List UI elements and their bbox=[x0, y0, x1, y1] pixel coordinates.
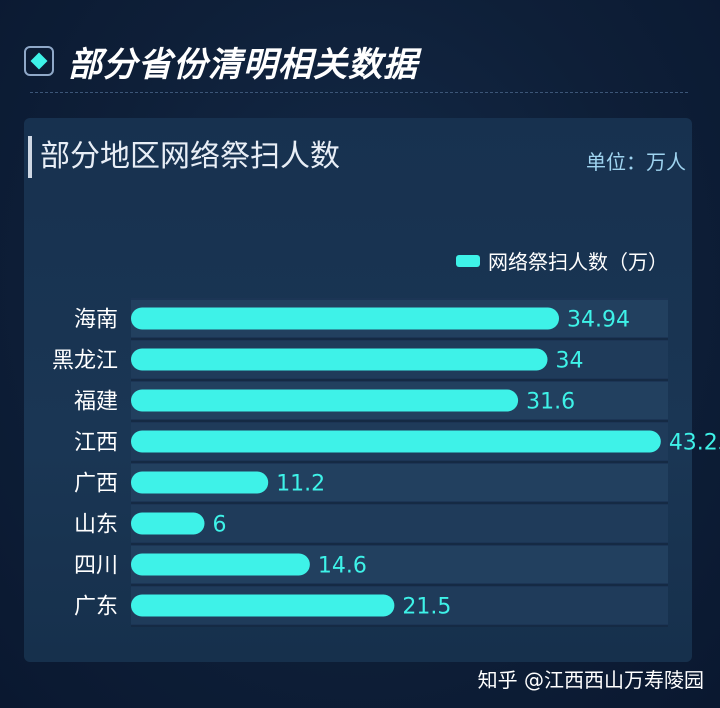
watermark: 知乎 @江西西山万寿陵园 bbox=[477, 668, 704, 692]
header-divider bbox=[30, 92, 688, 93]
value-label: 43.25 bbox=[669, 431, 720, 456]
bar bbox=[131, 594, 395, 617]
category-label: 广西 bbox=[74, 472, 118, 497]
category-label: 黑龙江 bbox=[52, 349, 118, 374]
unit-label: 单位：万人 bbox=[586, 150, 686, 174]
subtitle-accent-bar bbox=[28, 136, 32, 178]
value-label: 31.6 bbox=[526, 390, 575, 415]
value-label: 11.2 bbox=[276, 472, 325, 497]
category-label: 四川 bbox=[74, 554, 118, 579]
value-label: 14.6 bbox=[318, 554, 367, 579]
bar bbox=[131, 512, 205, 535]
chart-legend: 网络祭扫人数（万） bbox=[456, 246, 668, 275]
bar bbox=[131, 430, 661, 453]
page-title: 部分省份清明相关数据 bbox=[68, 44, 418, 85]
value-label: 21.5 bbox=[402, 595, 451, 620]
category-label: 福建 bbox=[74, 390, 118, 415]
legend-label: 网络祭扫人数（万） bbox=[488, 250, 668, 274]
bar bbox=[131, 389, 519, 412]
category-label: 海南 bbox=[74, 308, 118, 333]
bar bbox=[131, 471, 269, 494]
chart-title: 部分地区网络祭扫人数 bbox=[40, 139, 340, 174]
diamond-icon bbox=[24, 46, 54, 76]
legend-swatch bbox=[456, 254, 480, 267]
row-stripe bbox=[131, 505, 668, 542]
bar bbox=[131, 307, 560, 330]
value-label: 34 bbox=[556, 349, 584, 374]
value-label: 34.94 bbox=[567, 308, 630, 333]
category-label: 江西 bbox=[74, 431, 118, 456]
page-header: 部分省份清明相关数据 bbox=[24, 38, 418, 85]
value-label: 6 bbox=[213, 513, 227, 538]
bar bbox=[131, 348, 548, 371]
category-label: 山东 bbox=[74, 513, 118, 538]
bar bbox=[131, 553, 310, 576]
category-label: 广东 bbox=[74, 595, 118, 620]
